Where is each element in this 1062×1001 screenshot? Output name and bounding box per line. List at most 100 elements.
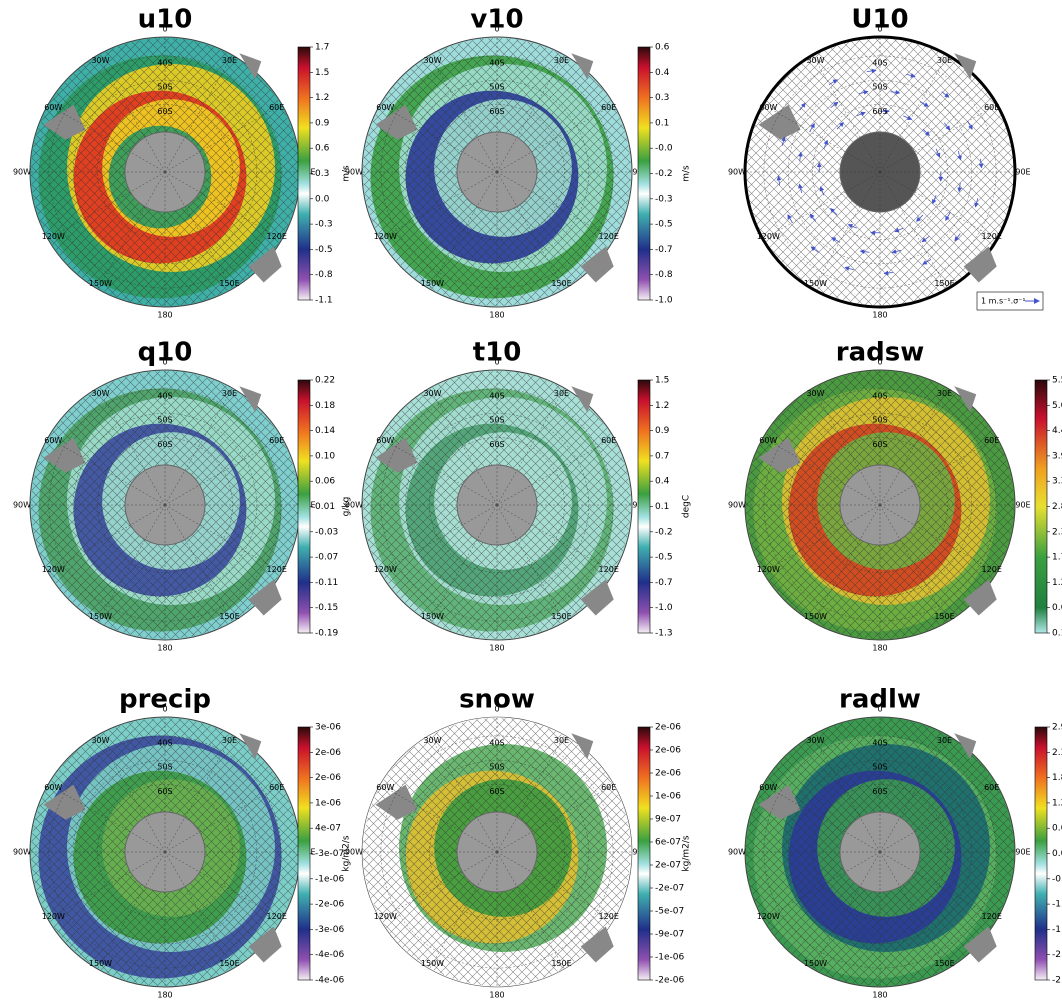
colorbar	[637, 379, 651, 634]
latitude-circle	[788, 79, 973, 265]
colorbar-tick-label: -0.5	[655, 220, 673, 230]
colorbar-tick-label: 0.22	[315, 376, 335, 386]
wind-vector	[809, 123, 815, 132]
colorbar-tick-label: 1e-06	[315, 798, 341, 808]
longitude-label: 90W	[13, 848, 31, 857]
longitude-label: 150E	[219, 612, 239, 621]
wind-vector	[836, 122, 844, 130]
longitude-label: 120E	[267, 565, 287, 574]
wind-vector	[941, 91, 950, 98]
longitude-label: 150E	[934, 612, 954, 621]
longitude-label: 150E	[219, 959, 239, 968]
latitude-label: 40S	[489, 738, 504, 747]
colorbar-tick-label: -0.6	[1052, 874, 1062, 884]
colorbar-tick-label: -0.5	[655, 553, 673, 563]
meridian	[879, 851, 998, 920]
meridian	[879, 784, 998, 853]
meridian	[496, 504, 565, 623]
colorbar-tick-label: -0.5	[315, 245, 333, 255]
colorbar-tick-label: 0.3	[655, 93, 669, 103]
colorbar-tick-label: 1.2	[315, 93, 329, 103]
colorbar-tick-label: -0.8	[315, 270, 333, 280]
latitude-label: 40S	[157, 58, 172, 67]
longitude-label: 90W	[13, 168, 31, 177]
colorbar-tick-label: 2e-06	[655, 769, 681, 779]
longitude-label: 120W	[42, 565, 65, 574]
longitude-label: 60W	[376, 436, 394, 445]
longitude-label: 150W	[89, 279, 112, 288]
colorbar-tick-label: 0.06	[315, 477, 335, 487]
wind-vector	[906, 73, 916, 78]
meridian	[762, 504, 881, 573]
colorbar-tick-label: 1.2	[655, 401, 669, 411]
meridian	[762, 437, 881, 506]
longitude-label: 150E	[551, 959, 571, 968]
meridian	[496, 171, 565, 290]
longitude-label: 0	[494, 25, 499, 34]
latitude-label: 40S	[872, 58, 887, 67]
colorbar-tick-label: -0.11	[315, 578, 338, 588]
colorbar-unit: g/kg	[342, 497, 352, 517]
panel-title: U10	[851, 5, 908, 35]
colorbar-tick-label: 1.2	[1052, 798, 1062, 808]
wind-vector	[798, 183, 803, 194]
colorbar-tick-label: 0.1	[655, 502, 669, 512]
colorbar-tick-label: 0.1	[1052, 629, 1062, 639]
longitude-label: 30W	[806, 389, 824, 398]
colorbar-tick-label: 2e-06	[655, 723, 681, 733]
wind-vector	[954, 233, 961, 242]
longitude-label: 90W	[345, 168, 363, 177]
latitude-label: 50S	[157, 83, 172, 92]
longitude-label: 60W	[376, 103, 394, 112]
longitude-label: 30E	[554, 736, 569, 745]
panel-title: radsw	[836, 338, 924, 368]
meridian	[379, 171, 498, 240]
longitude-label: 120E	[982, 232, 1002, 241]
colorbar-tick-label: -1.7	[1052, 925, 1062, 935]
wind-vector	[921, 235, 930, 243]
colorbar-tick-label: 0.4	[655, 477, 670, 487]
longitude-label: 120E	[599, 912, 619, 921]
colorbar-tick-label: 0.4	[655, 68, 670, 78]
colorbar-unit: degC	[682, 495, 692, 518]
longitude-label: 0	[877, 358, 882, 367]
colorbar-tick-label: -2.9	[1052, 976, 1062, 986]
colorbar-tick-label: 0.3	[315, 169, 329, 179]
longitude-label: 120E	[599, 565, 619, 574]
map-panel: u10030E60E90E120E150E180150W120W90W60W30…	[13, 5, 352, 320]
colorbar-tick-label: 2.3	[1052, 527, 1062, 537]
meridian	[164, 54, 233, 173]
colorbar-tick-label: 1e-06	[655, 792, 681, 802]
meridian	[47, 171, 166, 240]
panel-title: u10	[138, 5, 193, 35]
colorbar-tick-label: -0.19	[315, 629, 339, 639]
longitude-label: 30W	[91, 389, 109, 398]
latitude-label: 60S	[872, 787, 887, 796]
wind-vector	[883, 270, 894, 276]
meridian	[879, 54, 948, 173]
latitude-label: 50S	[872, 416, 887, 425]
wind-vector	[787, 214, 793, 223]
longitude-label: 150W	[421, 959, 444, 968]
landmass	[375, 386, 614, 616]
latitude-label: 40S	[489, 391, 504, 400]
meridian	[47, 851, 166, 920]
longitude-label: 30W	[423, 389, 441, 398]
wind-vector	[957, 182, 963, 193]
colorbar	[297, 379, 311, 634]
map-panel: q10030E60E90E120E150E180150W120W90W60W30…	[13, 338, 352, 653]
meridian	[879, 171, 948, 290]
longitude-label: 90W	[728, 501, 746, 510]
colorbar-tick-label: -0.7	[655, 578, 673, 588]
colorbar-tick-label: 0.6	[1052, 824, 1062, 834]
colorbar-tick-label: 2e-06	[315, 748, 341, 758]
longitude-label: 120W	[42, 232, 65, 241]
colorbar-tick-label: -0.8	[655, 270, 673, 280]
colorbar-tick-label: -1.0	[655, 603, 673, 613]
wind-vector	[831, 237, 840, 243]
meridian	[47, 504, 166, 573]
meridian	[164, 171, 233, 290]
landmass	[758, 733, 997, 963]
latitude-label: 60S	[872, 107, 887, 116]
map-panel: precip030E60E90E120E150E180150W120W90W60…	[13, 685, 352, 1000]
